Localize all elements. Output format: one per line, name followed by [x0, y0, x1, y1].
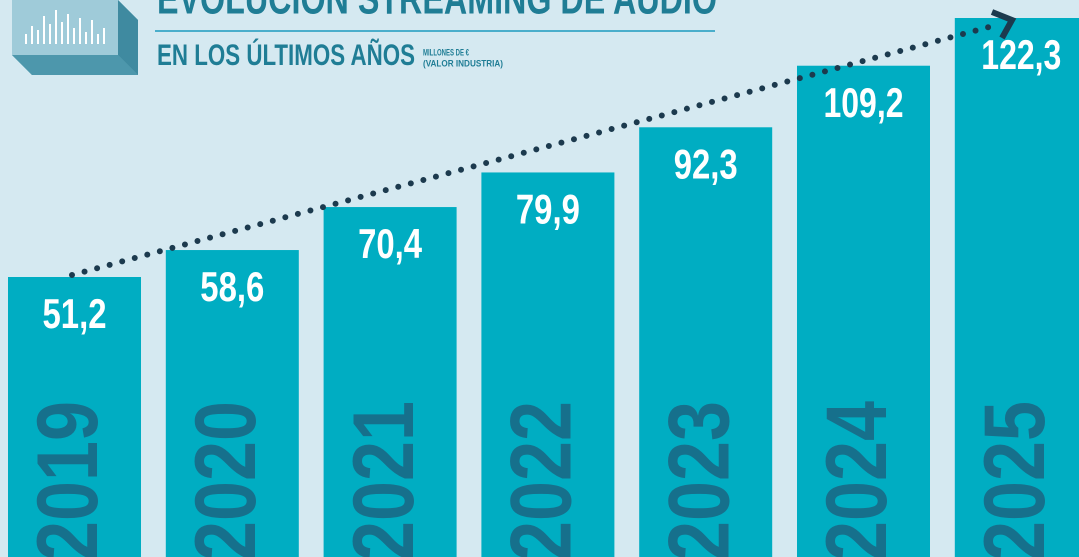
chart-title: EVOLUCIÓN STREAMING DE AUDIO	[157, 0, 717, 24]
x-tick-label: 2022	[494, 401, 590, 557]
x-tick-label: 2024	[809, 401, 905, 557]
bar	[323, 207, 457, 557]
unit-note: (VALOR INDUSTRIA)	[423, 58, 503, 68]
value-label: 58,6	[200, 263, 264, 310]
bar	[797, 65, 930, 557]
x-tick-label: 2019	[20, 401, 116, 557]
bar	[8, 277, 141, 557]
value-label: 92,3	[674, 140, 738, 187]
icon	[12, 0, 138, 75]
bar	[165, 250, 299, 557]
bars: 2019 51,2 2020 58,6 2021 70,4 2022 79,9 2023 92,3…	[8, 18, 1079, 557]
value-label: 122,3	[981, 31, 1061, 78]
x-tick-label: 2025	[967, 401, 1063, 557]
bar	[481, 172, 615, 557]
x-tick-label: 2023	[651, 401, 747, 557]
x-tick-label: 2020	[178, 401, 274, 557]
unit-note: MILLONES DE €	[423, 47, 469, 57]
bar	[954, 18, 1079, 557]
value-label: 51,2	[43, 290, 107, 337]
chart-subtitle: EN LOS ÚLTIMOS AÑOS	[157, 38, 415, 72]
x-tick-label: 2021	[336, 401, 432, 557]
trend-arrow	[69, 9, 1017, 278]
bar	[639, 127, 773, 557]
value-label: 79,9	[516, 186, 580, 233]
value-label: 109,2	[824, 79, 904, 126]
value-label: 70,4	[358, 220, 422, 267]
